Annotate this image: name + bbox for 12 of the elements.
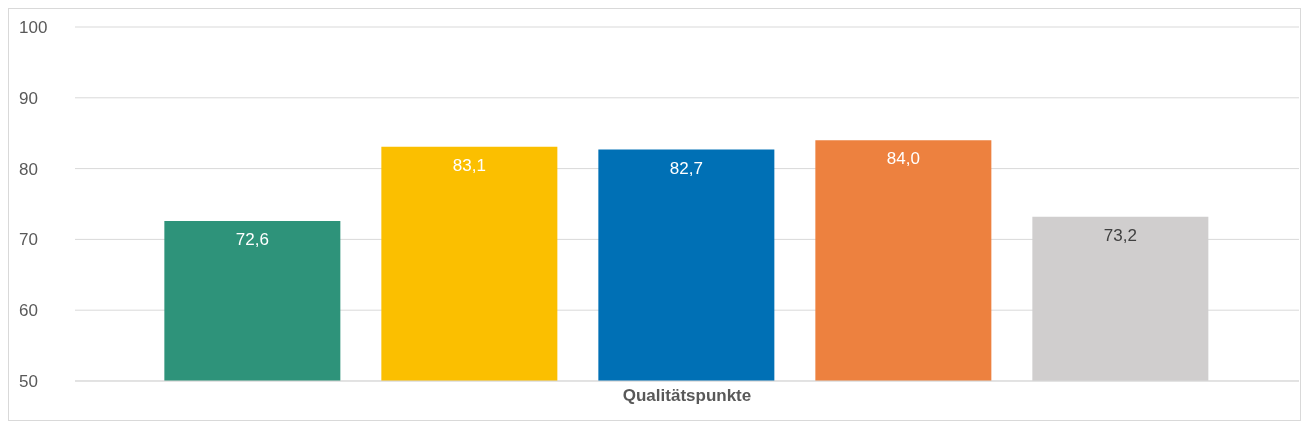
y-tick-label: 50 [19,372,38,392]
y-tick-label: 70 [19,230,38,250]
y-tick-label: 90 [19,88,38,108]
y-tick-label: 80 [19,159,38,179]
y-tick-label: 100 [19,18,48,38]
data-label: 73,2 [1103,225,1137,245]
data-label: 84,0 [886,149,920,169]
data-label: 72,6 [235,230,269,250]
data-label: 82,7 [669,158,703,178]
x-tick-label: Qualitätspunkte [622,386,752,406]
data-label: 83,1 [452,155,486,175]
y-tick-label: 60 [19,301,38,321]
